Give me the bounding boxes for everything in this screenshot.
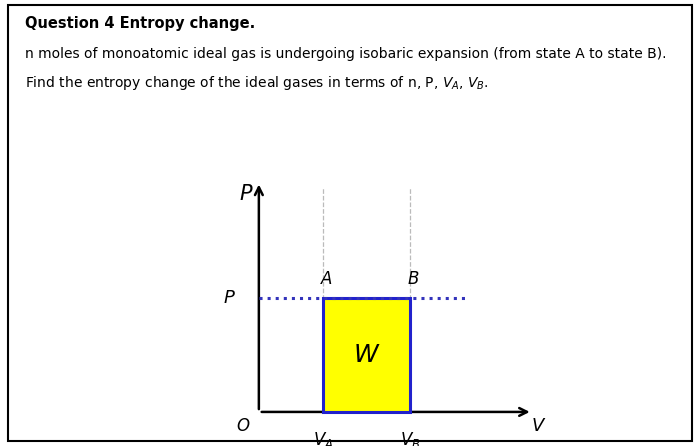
Text: n moles of monoatomic ideal gas is undergoing isobaric expansion (from state A t: n moles of monoatomic ideal gas is under… bbox=[25, 47, 666, 61]
Text: Question 4 Entropy change.: Question 4 Entropy change. bbox=[25, 16, 255, 31]
Text: Find the entropy change of the ideal gases in terms of n, P, $V_A$, $V_B$.: Find the entropy change of the ideal gas… bbox=[25, 74, 489, 91]
